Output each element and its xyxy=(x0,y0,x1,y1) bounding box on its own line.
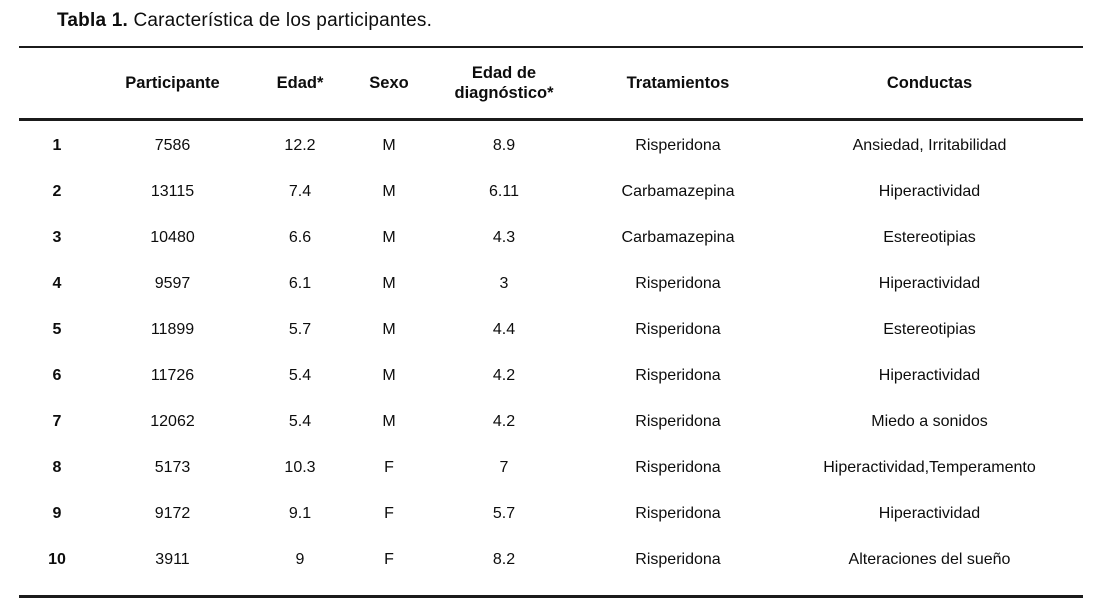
cell-num: 3 xyxy=(52,229,62,246)
cell-participante: 3911 xyxy=(155,551,190,568)
header-cell-num xyxy=(19,47,95,121)
table-row: 7 12062 5.4 M 4.2 Risperidona Miedo a so… xyxy=(19,399,1083,445)
cell-participante: 12062 xyxy=(150,413,195,430)
cell-sexo: M xyxy=(382,137,396,154)
cell-sexo: M xyxy=(382,321,396,338)
cell-num: 2 xyxy=(52,183,62,200)
cell-sexo: M xyxy=(382,229,396,246)
cell-edad: 7.4 xyxy=(288,183,312,200)
cell-edad-diagnostico: 4.4 xyxy=(492,321,516,338)
cell-sexo: M xyxy=(382,275,396,292)
cell-edad-diagnostico: 8.2 xyxy=(492,551,516,568)
header-cell-edad: Edad* xyxy=(250,47,350,121)
cell-conductas: Hiperactividad xyxy=(878,183,981,200)
cell-sexo: M xyxy=(382,367,396,384)
cell-edad: 6.6 xyxy=(288,229,312,246)
table-title: Tabla 1. Característica de los participa… xyxy=(0,0,1108,33)
cell-conductas: Estereotipias xyxy=(883,229,976,246)
header-cell-tratamientos: Tratamientos xyxy=(580,47,776,121)
cell-edad: 9 xyxy=(295,551,305,568)
cell-num: 6 xyxy=(52,367,62,384)
cell-num: 1 xyxy=(52,137,62,154)
cell-tratamientos: Risperidona xyxy=(635,413,721,430)
cell-edad: 12.2 xyxy=(284,137,316,154)
cell-conductas: Alteraciones del sueño xyxy=(848,551,1011,568)
cell-conductas: Hiperactividad xyxy=(878,275,981,292)
cell-sexo: F xyxy=(384,551,394,568)
cell-num: 10 xyxy=(48,551,66,568)
cell-sexo: M xyxy=(382,183,396,200)
table-header-row: Participante Edad* Sexo Edad de diagnóst… xyxy=(19,47,1083,121)
cell-participante: 7586 xyxy=(154,137,191,154)
cell-participante: 5173 xyxy=(154,459,191,476)
table-row: 3 10480 6.6 M 4.3 Carbamazepina Estereot… xyxy=(19,215,1083,261)
header-cell-sexo: Sexo xyxy=(350,47,428,121)
cell-edad-diagnostico: 3 xyxy=(499,275,509,292)
cell-sexo: F xyxy=(384,505,394,522)
cell-edad: 9.1 xyxy=(288,505,312,522)
cell-participante: 9172 xyxy=(154,505,191,522)
table-row: 4 9597 6.1 M 3 Risperidona Hiperactivida… xyxy=(19,261,1083,307)
cell-edad-diagnostico: 6.11 xyxy=(489,183,519,200)
cell-tratamientos: Risperidona xyxy=(635,505,721,522)
cell-num: 7 xyxy=(52,413,62,430)
header-cell-edad-diagnostico: Edad de diagnóstico* xyxy=(428,47,580,121)
participants-table: Participante Edad* Sexo Edad de diagnóst… xyxy=(19,46,1083,598)
header-cell-participante: Participante xyxy=(95,47,250,121)
table-title-text: Característica de los participantes. xyxy=(133,10,433,31)
cell-tratamientos: Risperidona xyxy=(635,137,721,154)
cell-num: 4 xyxy=(52,275,62,292)
cell-edad-diagnostico: 5.7 xyxy=(492,505,516,522)
cell-conductas: Miedo a sonidos xyxy=(871,413,988,430)
cell-edad-diagnostico: 4.2 xyxy=(492,367,516,384)
cell-conductas: Ansiedad, Irritabilidad xyxy=(852,137,1007,154)
cell-edad-diagnostico: 4.2 xyxy=(492,413,516,430)
table-row: 2 13115 7.4 M 6.11 Carbamazepina Hiperac… xyxy=(19,169,1083,215)
cell-edad-diagnostico: 8.9 xyxy=(492,137,516,154)
cell-conductas: Hiperactividad,Temperamento xyxy=(823,459,1036,476)
cell-participante: 9597 xyxy=(154,275,191,292)
cell-edad-diagnostico: 4.3 xyxy=(492,229,516,246)
cell-sexo: M xyxy=(382,413,396,430)
table-row: 6 11726 5.4 M 4.2 Risperidona Hiperactiv… xyxy=(19,353,1083,399)
cell-num: 9 xyxy=(52,505,62,522)
table-title-label: Tabla 1. xyxy=(57,10,128,31)
cell-participante: 11726 xyxy=(150,367,195,384)
cell-conductas: Hiperactividad xyxy=(878,505,981,522)
header-cell-conductas: Conductas xyxy=(776,47,1083,121)
cell-edad: 5.4 xyxy=(288,413,312,430)
table-row: 5 11899 5.7 M 4.4 Risperidona Estereotip… xyxy=(19,307,1083,353)
cell-tratamientos: Carbamazepina xyxy=(621,183,735,200)
cell-edad: 5.7 xyxy=(288,321,312,338)
table-row: 10 3911 9 F 8.2 Risperidona Alteraciones… xyxy=(19,537,1083,597)
cell-participante: 13115 xyxy=(150,183,195,200)
cell-participante: 10480 xyxy=(150,229,195,246)
table-body: 1 7586 12.2 M 8.9 Risperidona Ansiedad, … xyxy=(19,120,1083,597)
cell-participante: 11899 xyxy=(150,321,195,338)
cell-conductas: Estereotipias xyxy=(883,321,976,338)
cell-sexo: F xyxy=(384,459,394,476)
cell-tratamientos: Risperidona xyxy=(635,321,721,338)
cell-tratamientos: Risperidona xyxy=(635,459,721,476)
cell-edad: 6.1 xyxy=(288,275,312,292)
cell-tratamientos: Risperidona xyxy=(635,551,721,568)
cell-tratamientos: Risperidona xyxy=(635,275,721,292)
cell-edad-diagnostico: 7 xyxy=(499,459,509,476)
cell-tratamientos: Carbamazepina xyxy=(621,229,735,246)
table-row: 8 5173 10.3 F 7 Risperidona Hiperactivid… xyxy=(19,445,1083,491)
cell-conductas: Hiperactividad xyxy=(878,367,981,384)
cell-edad: 10.3 xyxy=(284,459,316,476)
cell-num: 8 xyxy=(52,459,62,476)
cell-edad: 5.4 xyxy=(288,367,312,384)
table-row: 9 9172 9.1 F 5.7 Risperidona Hiperactivi… xyxy=(19,491,1083,537)
table-row: 1 7586 12.2 M 8.9 Risperidona Ansiedad, … xyxy=(19,120,1083,170)
cell-tratamientos: Risperidona xyxy=(635,367,721,384)
cell-num: 5 xyxy=(52,321,62,338)
